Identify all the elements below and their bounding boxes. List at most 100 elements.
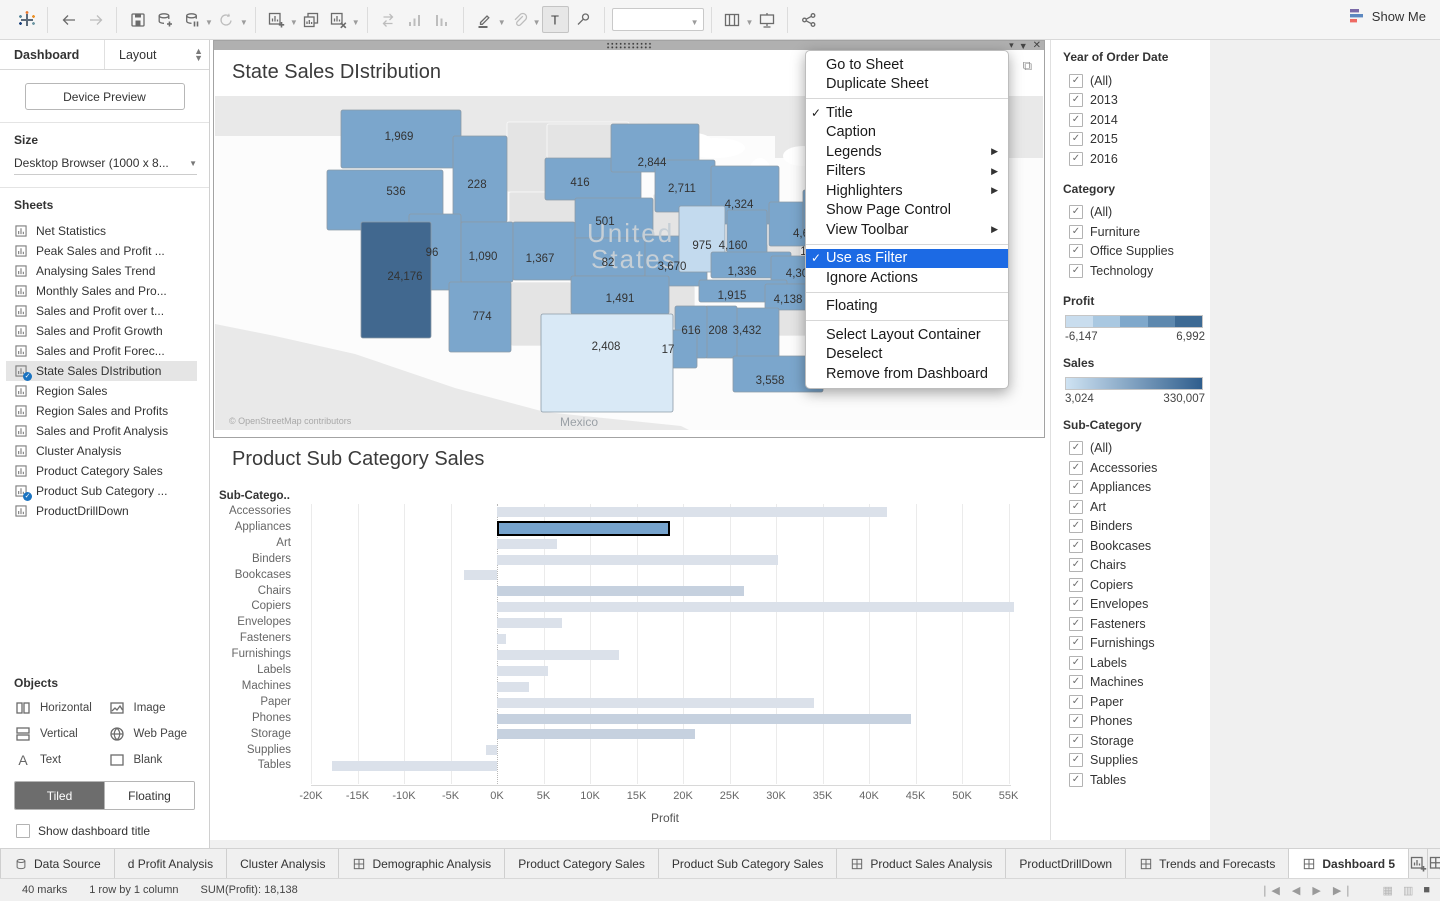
- checkbox-checked[interactable]: ✓: [1069, 578, 1083, 592]
- bar[interactable]: [497, 698, 814, 708]
- refresh-button[interactable]: [214, 7, 239, 32]
- drag-grip-icon[interactable]: [606, 42, 652, 49]
- menu-item-filters[interactable]: Filters▶: [806, 162, 1008, 182]
- checkbox-checked[interactable]: ✓: [1069, 461, 1083, 475]
- chevron-down-icon[interactable]: ▼: [240, 18, 248, 27]
- filter-icon[interactable]: ▼: [1019, 41, 1028, 51]
- menu-item-deselect[interactable]: Deselect: [806, 345, 1008, 365]
- checkbox-checked[interactable]: ✓: [1069, 113, 1083, 127]
- sheet-tab-product-category-sales[interactable]: Product Category Sales: [505, 849, 659, 879]
- fix-axes-button[interactable]: [571, 7, 596, 32]
- checkbox-checked[interactable]: ✓: [1069, 264, 1083, 278]
- object-item-horizontal[interactable]: Horizontal: [14, 699, 104, 717]
- save-button[interactable]: [125, 7, 150, 32]
- sidebar-sheet-item[interactable]: Sales and Profit Analysis: [6, 421, 197, 441]
- duplicate-sheet-button[interactable]: [299, 7, 324, 32]
- fit-selector[interactable]: ▼: [612, 8, 704, 31]
- redo-button[interactable]: [83, 7, 108, 32]
- tab-layout[interactable]: Layout ▲▼: [104, 40, 209, 69]
- state-shape[interactable]: [513, 222, 575, 280]
- checkbox-checked[interactable]: ✓: [1069, 500, 1083, 514]
- chevron-down-icon[interactable]: ▼: [746, 18, 754, 27]
- menu-item-select-layout-container[interactable]: Select Layout Container: [806, 325, 1008, 345]
- checkbox-checked[interactable]: ✓: [1069, 93, 1083, 107]
- highlight-button[interactable]: [472, 7, 497, 32]
- view-filmstrip-icon[interactable]: ▥: [1403, 884, 1413, 897]
- sidebar-sheet-item[interactable]: ✓State Sales DIstribution: [6, 361, 197, 381]
- bar[interactable]: [497, 714, 911, 724]
- sheet-tab-product-sales-analysis[interactable]: Product Sales Analysis: [837, 849, 1006, 879]
- sheet-tab-dashboard-5[interactable]: Dashboard 5: [1289, 849, 1409, 879]
- show-me-button[interactable]: Show Me: [1349, 8, 1426, 24]
- menu-item-duplicate-sheet[interactable]: Duplicate Sheet: [806, 75, 1008, 95]
- menu-item-caption[interactable]: Caption: [806, 123, 1008, 143]
- menu-item-remove-from-dashboard[interactable]: Remove from Dashboard: [806, 364, 1008, 384]
- checkbox-checked[interactable]: ✓: [1069, 539, 1083, 553]
- object-item-image[interactable]: Image: [108, 699, 198, 717]
- checkbox-checked[interactable]: ✓: [1069, 656, 1083, 670]
- checkbox-checked[interactable]: ✓: [1069, 74, 1083, 88]
- menu-item-go-to-sheet[interactable]: Go to Sheet: [806, 55, 1008, 75]
- sheet-tab-cluster-analysis[interactable]: Cluster Analysis: [227, 849, 339, 879]
- checkbox-checked[interactable]: ✓: [1069, 519, 1083, 533]
- bar[interactable]: [497, 666, 548, 676]
- checkbox-checked[interactable]: ✓: [1069, 734, 1083, 748]
- menu-item-legends[interactable]: Legends▶: [806, 142, 1008, 162]
- sheet-tab-trends-and-forecasts[interactable]: Trends and Forecasts: [1126, 849, 1289, 879]
- chevron-down-icon[interactable]: ▼: [498, 18, 506, 27]
- tab-nav-prev-icon[interactable]: ◀: [1292, 884, 1302, 897]
- checkbox-checked[interactable]: ✓: [1069, 636, 1083, 650]
- object-item-web-page[interactable]: Web Page: [108, 725, 198, 743]
- sidebar-sheet-item[interactable]: Cluster Analysis: [6, 441, 197, 461]
- view-sheet-icon[interactable]: ■: [1423, 884, 1430, 896]
- sort-ascending-button[interactable]: [403, 7, 428, 32]
- chevron-down-icon[interactable]: ▼: [533, 18, 541, 27]
- sheet-tab-d-profit-analysis[interactable]: d Profit Analysis: [115, 849, 227, 879]
- bar[interactable]: [497, 618, 562, 628]
- clear-sheet-button[interactable]: [326, 7, 351, 32]
- state-shape[interactable]: [541, 314, 673, 412]
- checkbox-checked[interactable]: ✓: [1069, 244, 1083, 258]
- bar[interactable]: [497, 539, 557, 549]
- bar[interactable]: [486, 745, 497, 755]
- sidebar-sheet-item[interactable]: Net Statistics: [6, 221, 197, 241]
- bar[interactable]: [497, 586, 744, 596]
- show-mark-labels-button[interactable]: T: [542, 6, 569, 33]
- checkbox-checked[interactable]: ✓: [1069, 205, 1083, 219]
- sheet-tab-data-source[interactable]: Data Source: [0, 849, 115, 879]
- sidebar-sheet-item[interactable]: Sales and Profit over t...: [6, 301, 197, 321]
- sheet-window-header[interactable]: ▾ ▼ ✕: [214, 41, 1044, 50]
- checkbox-checked[interactable]: ✓: [1069, 225, 1083, 239]
- object-item-text[interactable]: AText: [14, 751, 104, 769]
- sheet-tab-productdrilldown[interactable]: ProductDrillDown: [1006, 849, 1126, 879]
- bar[interactable]: [497, 602, 1014, 612]
- chevron-down-icon[interactable]: ▼: [205, 18, 213, 27]
- sidebar-sheet-item[interactable]: Monthly Sales and Pro...: [6, 281, 197, 301]
- pause-updates-button[interactable]: [179, 7, 204, 32]
- sheet-tab-product-sub-category-sales[interactable]: Product Sub Category Sales: [659, 849, 837, 879]
- new-worksheet-button[interactable]: [1409, 849, 1428, 879]
- sidebar-sheet-item[interactable]: Analysing Sales Trend: [6, 261, 197, 281]
- checkbox-checked[interactable]: ✓: [1069, 714, 1083, 728]
- swap-rows-columns-button[interactable]: [376, 7, 401, 32]
- tab-nav-first-icon[interactable]: ❘◀: [1260, 884, 1282, 897]
- tab-nav-last-icon[interactable]: ▶❘: [1333, 884, 1355, 897]
- new-datasource-button[interactable]: [152, 7, 177, 32]
- tab-nav-next-icon[interactable]: ▶: [1312, 884, 1322, 897]
- object-item-blank[interactable]: Blank: [108, 751, 198, 769]
- show-dashboard-title-checkbox[interactable]: [16, 824, 30, 838]
- menu-item-use-as-filter[interactable]: ✓Use as Filter: [806, 249, 1008, 269]
- group-members-button[interactable]: [507, 7, 532, 32]
- bar[interactable]: [497, 729, 695, 739]
- menu-item-view-toolbar[interactable]: View Toolbar▶: [806, 220, 1008, 240]
- sort-descending-button[interactable]: [430, 7, 455, 32]
- checkbox-checked[interactable]: ✓: [1069, 773, 1083, 787]
- checkbox-checked[interactable]: ✓: [1069, 617, 1083, 631]
- checkbox-checked[interactable]: ✓: [1069, 558, 1083, 572]
- sidebar-sheet-item[interactable]: ✓Product Sub Category ...: [6, 481, 197, 501]
- sidebar-sheet-item[interactable]: ProductDrillDown: [6, 501, 197, 521]
- selected-bar[interactable]: [497, 521, 670, 536]
- bar[interactable]: [497, 682, 529, 692]
- checkbox-checked[interactable]: ✓: [1069, 441, 1083, 455]
- device-preview-button[interactable]: Device Preview: [25, 83, 185, 110]
